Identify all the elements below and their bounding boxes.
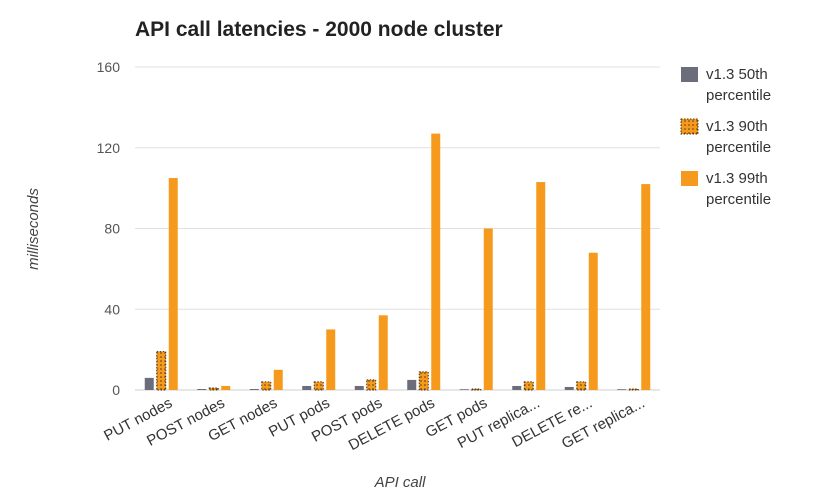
y-tick-label: 160 bbox=[97, 59, 121, 75]
legend-label-1: v1.3 90th percentile bbox=[706, 118, 771, 156]
bar-series-2-7 bbox=[536, 182, 546, 390]
bar-series-1-4 bbox=[366, 379, 377, 391]
bar-series-2-8 bbox=[588, 252, 598, 390]
bar-series-0-5 bbox=[407, 379, 417, 390]
bar-series-0-2 bbox=[249, 388, 259, 390]
bar-series-1-1 bbox=[208, 387, 219, 391]
bar-series-2-4 bbox=[378, 315, 388, 390]
bar-series-1-6 bbox=[471, 388, 482, 391]
bar-series-0-6 bbox=[459, 389, 469, 390]
bar-series-0-1 bbox=[197, 388, 207, 390]
bar-series-1-8 bbox=[576, 381, 587, 391]
bar-series-2-5 bbox=[431, 133, 441, 390]
bar-series-0-3 bbox=[302, 385, 312, 390]
bar-series-2-3 bbox=[326, 329, 336, 390]
legend-swatch-0 bbox=[681, 67, 698, 82]
legend-label-line: percentile bbox=[706, 191, 771, 208]
bar-series-0-7 bbox=[512, 385, 522, 390]
gridlines bbox=[135, 66, 660, 391]
x-axis-label: API call bbox=[374, 474, 427, 491]
bar-series-2-2 bbox=[273, 369, 283, 390]
bar-series-1-3 bbox=[313, 381, 324, 391]
legend-label-line: v1.3 90th bbox=[706, 118, 768, 135]
y-tick-label: 120 bbox=[97, 140, 121, 156]
y-axis-label: milliseconds bbox=[25, 188, 42, 270]
legend-label-2: v1.3 99th percentile bbox=[706, 170, 771, 208]
y-axis-ticks: 0 40 80 120 160 bbox=[97, 59, 121, 398]
bar-series-1-7 bbox=[523, 381, 534, 391]
bar-series-2-9 bbox=[641, 184, 651, 390]
legend-label-0: v1.3 50th percentile bbox=[706, 66, 771, 104]
bar-series-0-9 bbox=[617, 389, 627, 390]
y-tick-label: 40 bbox=[104, 301, 120, 317]
bar-series-1-9 bbox=[628, 388, 639, 391]
bar-series-0-0 bbox=[144, 377, 154, 390]
legend-label-line: v1.3 50th bbox=[706, 66, 768, 83]
bar-series-2-1 bbox=[221, 385, 231, 390]
legend-label-line: percentile bbox=[706, 87, 771, 104]
y-tick-label: 0 bbox=[112, 382, 120, 398]
bars bbox=[144, 133, 651, 391]
legend-swatch-2 bbox=[681, 171, 698, 186]
legend-label-line: v1.3 99th bbox=[706, 170, 768, 187]
bar-series-2-0 bbox=[168, 178, 178, 390]
bar-series-0-8 bbox=[564, 386, 574, 390]
bar-series-1-2 bbox=[261, 381, 272, 391]
bar-series-0-4 bbox=[354, 385, 364, 390]
bar-series-1-0 bbox=[156, 351, 167, 391]
bar-series-2-6 bbox=[483, 228, 493, 390]
legend-label-line: percentile bbox=[706, 139, 771, 156]
bar-series-1-5 bbox=[418, 371, 429, 391]
chart-title: API call latencies - 2000 node cluster bbox=[135, 18, 503, 41]
legend-swatch-1 bbox=[680, 118, 699, 135]
y-tick-label: 80 bbox=[104, 221, 120, 237]
